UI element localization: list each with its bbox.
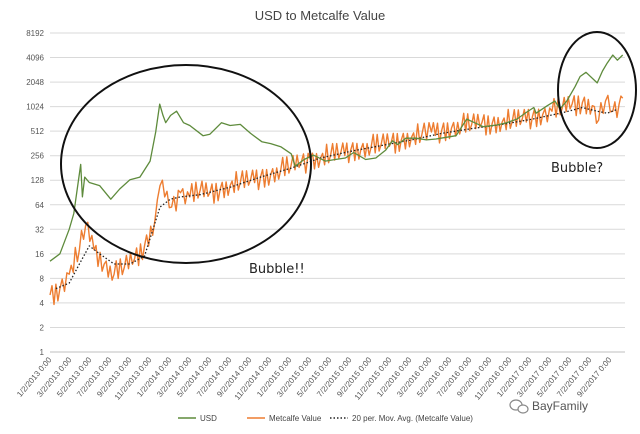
y-tick-label: 128 bbox=[31, 176, 45, 185]
y-tick-label: 64 bbox=[35, 201, 44, 210]
bubble-left-label: Bubble!! bbox=[249, 262, 305, 277]
y-tick-label: 2 bbox=[40, 323, 45, 332]
y-tick-label: 2048 bbox=[26, 78, 44, 87]
bubble-left-ellipse bbox=[60, 64, 312, 264]
y-tick-label: 8192 bbox=[26, 29, 44, 38]
series-line-metcalfe-value bbox=[49, 94, 624, 306]
y-tick-label: 512 bbox=[31, 127, 45, 136]
bubble-right-ellipse bbox=[557, 31, 637, 149]
legend-label: Metcalfe Value bbox=[269, 414, 322, 423]
legend-label: 20 per. Mov. Avg. (Metcalfe Value) bbox=[352, 414, 473, 423]
y-tick-label: 16 bbox=[35, 250, 44, 259]
y-tick-label: 32 bbox=[35, 225, 44, 234]
gridlines bbox=[50, 32, 625, 353]
chart-title: USD to Metcalfe Value bbox=[255, 8, 386, 23]
y-tick-label: 4096 bbox=[26, 54, 44, 63]
series-line-usd bbox=[49, 54, 624, 262]
series-line-moving-average bbox=[55, 106, 618, 290]
series-lines bbox=[49, 54, 624, 306]
y-tick-label: 1 bbox=[40, 348, 45, 357]
watermark: BayFamily bbox=[509, 399, 588, 414]
y-tick-label: 1024 bbox=[26, 103, 44, 112]
legend-label: USD bbox=[200, 414, 217, 423]
y-tick-label: 8 bbox=[40, 274, 45, 283]
watermark-text: BayFamily bbox=[532, 399, 588, 413]
bubble-right-label: Bubble? bbox=[551, 161, 603, 176]
y-tick-label: 4 bbox=[40, 299, 45, 308]
y-axis: 8192 4096 2048 1024 512 256 128 64 32 16 8 4 2 1 bbox=[26, 29, 44, 357]
wechat-icon bbox=[509, 399, 529, 414]
legend: USD Metcalfe Value 20 per. Mov. Avg. (Metc… bbox=[178, 414, 473, 423]
y-tick-label: 256 bbox=[31, 152, 45, 161]
